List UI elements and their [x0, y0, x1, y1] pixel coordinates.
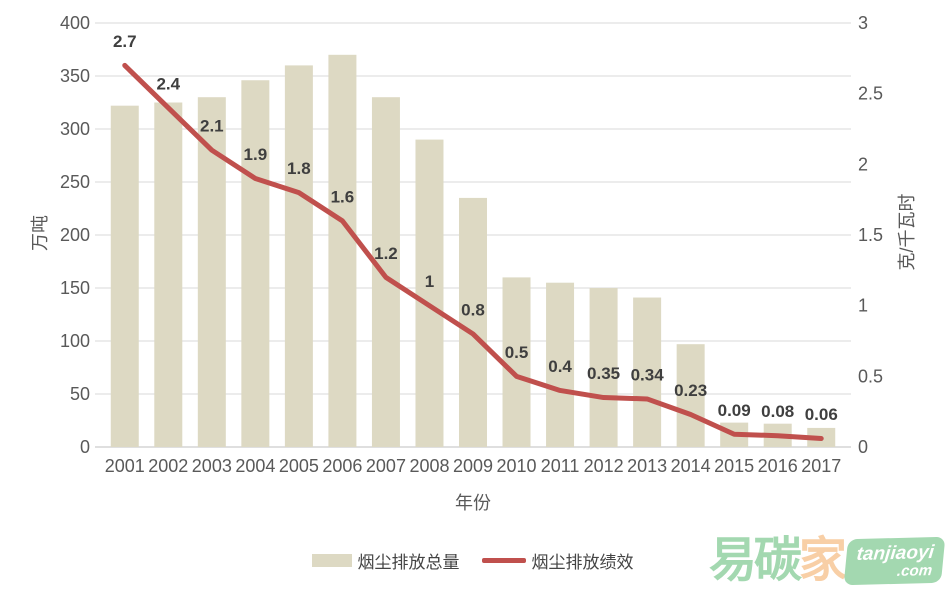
bar-2011 — [546, 282, 575, 447]
left-tick-label-200: 200 — [60, 225, 90, 245]
legend-line-label: 烟尘排放绩效 — [531, 553, 634, 572]
x-label-2010: 2010 — [497, 456, 537, 476]
bar-2014 — [676, 344, 705, 447]
point-label-2009: 0.8 — [461, 300, 485, 319]
x-label-2016: 2016 — [758, 456, 798, 476]
emission-performance-line — [122, 62, 824, 442]
left-tick-label-150: 150 — [60, 278, 90, 298]
x-label-2008: 2008 — [409, 456, 449, 476]
x-label-2002: 2002 — [148, 456, 188, 476]
x-axis-title: 年份 — [455, 493, 491, 513]
bar-2009 — [459, 197, 487, 447]
x-label-2005: 2005 — [279, 456, 319, 476]
x-label-2006: 2006 — [322, 456, 362, 476]
watermark-cn-green: 易碳 — [708, 534, 802, 587]
x-label-2001: 2001 — [105, 456, 145, 476]
right-tick-label-1: 1 — [858, 296, 868, 316]
bar-2013 — [633, 297, 662, 447]
point-label-2013: 0.34 — [631, 365, 665, 384]
point-label-2002: 2.4 — [156, 74, 180, 93]
left-tick-label-50: 50 — [70, 384, 90, 404]
left-tick-label-300: 300 — [60, 119, 90, 139]
point-label-2010: 0.5 — [505, 343, 529, 362]
x-label-2017: 2017 — [801, 456, 841, 476]
x-label-2007: 2007 — [366, 456, 406, 476]
legend-bar-swatch-icon — [311, 554, 352, 567]
x-label-2015: 2015 — [714, 456, 754, 476]
point-label-2011: 0.4 — [548, 357, 572, 376]
x-label-2004: 2004 — [235, 456, 275, 476]
right-tick-label-3: 3 — [858, 13, 868, 33]
right-tick-label-2.5: 2.5 — [858, 84, 883, 104]
legend-item-performance: 烟尘排放绩效 — [481, 548, 634, 573]
point-label-2017: 0.06 — [805, 405, 838, 424]
bar-2008 — [415, 139, 444, 447]
point-label-2014: 0.23 — [674, 381, 707, 400]
watermark-site-text: tanjiaoyi — [855, 541, 935, 566]
point-label-2003: 2.1 — [200, 117, 224, 136]
x-label-2003: 2003 — [192, 456, 232, 476]
point-label-2015: 0.09 — [718, 401, 751, 420]
left-tick-label-250: 250 — [60, 172, 90, 192]
bar-2007 — [371, 97, 400, 447]
watermark-tld-text: .com — [896, 561, 933, 580]
bar-2005 — [284, 65, 313, 448]
point-label-2012: 0.35 — [587, 364, 620, 383]
left-tick-label-350: 350 — [60, 66, 90, 86]
x-label-2013: 2013 — [627, 456, 667, 476]
x-label-2011: 2011 — [541, 456, 580, 476]
bar-2001 — [110, 105, 139, 448]
legend-bar-label: 烟尘排放总量 — [357, 553, 460, 572]
right-tick-label-2: 2 — [858, 154, 868, 174]
left-tick-label-100: 100 — [60, 331, 90, 351]
point-label-2005: 1.8 — [287, 159, 311, 178]
bar-2010 — [502, 277, 531, 447]
left-tick-label-0: 0 — [80, 437, 90, 457]
right-tick-label-0: 0 — [858, 437, 868, 457]
x-label-2014: 2014 — [671, 456, 711, 476]
watermark-cn-peach: 家 — [798, 534, 847, 587]
point-label-2007: 1.2 — [374, 244, 398, 263]
point-label-2006: 1.6 — [331, 187, 355, 206]
right-axis-title: 克/千瓦时 — [897, 193, 917, 271]
point-label-2001: 2.7 — [113, 32, 137, 51]
bar-2012 — [589, 288, 618, 447]
left-axis-title: 万吨 — [30, 215, 50, 251]
right-tick-label-1.5: 1.5 — [858, 225, 883, 245]
bar-2002 — [154, 102, 183, 447]
bar-2006 — [328, 54, 357, 448]
watermark-badge: tanjiaoyi .com — [843, 536, 945, 586]
legend: 烟尘排放总量 烟尘排放绩效 — [0, 548, 945, 573]
point-label-2016: 0.08 — [761, 402, 794, 421]
bar-2004 — [241, 80, 270, 448]
watermark: 易碳 家 tanjiaoyi .com — [708, 534, 945, 587]
legend-line-swatch-icon — [481, 558, 526, 563]
x-label-2009: 2009 — [453, 456, 493, 476]
right-tick-label-0.5: 0.5 — [858, 366, 883, 386]
left-tick-label-400: 400 — [60, 13, 90, 33]
point-label-2008: 1 — [425, 272, 434, 291]
point-label-2004: 1.9 — [244, 145, 268, 164]
legend-item-total: 烟尘排放总量 — [311, 548, 460, 573]
x-label-2012: 2012 — [584, 456, 624, 476]
